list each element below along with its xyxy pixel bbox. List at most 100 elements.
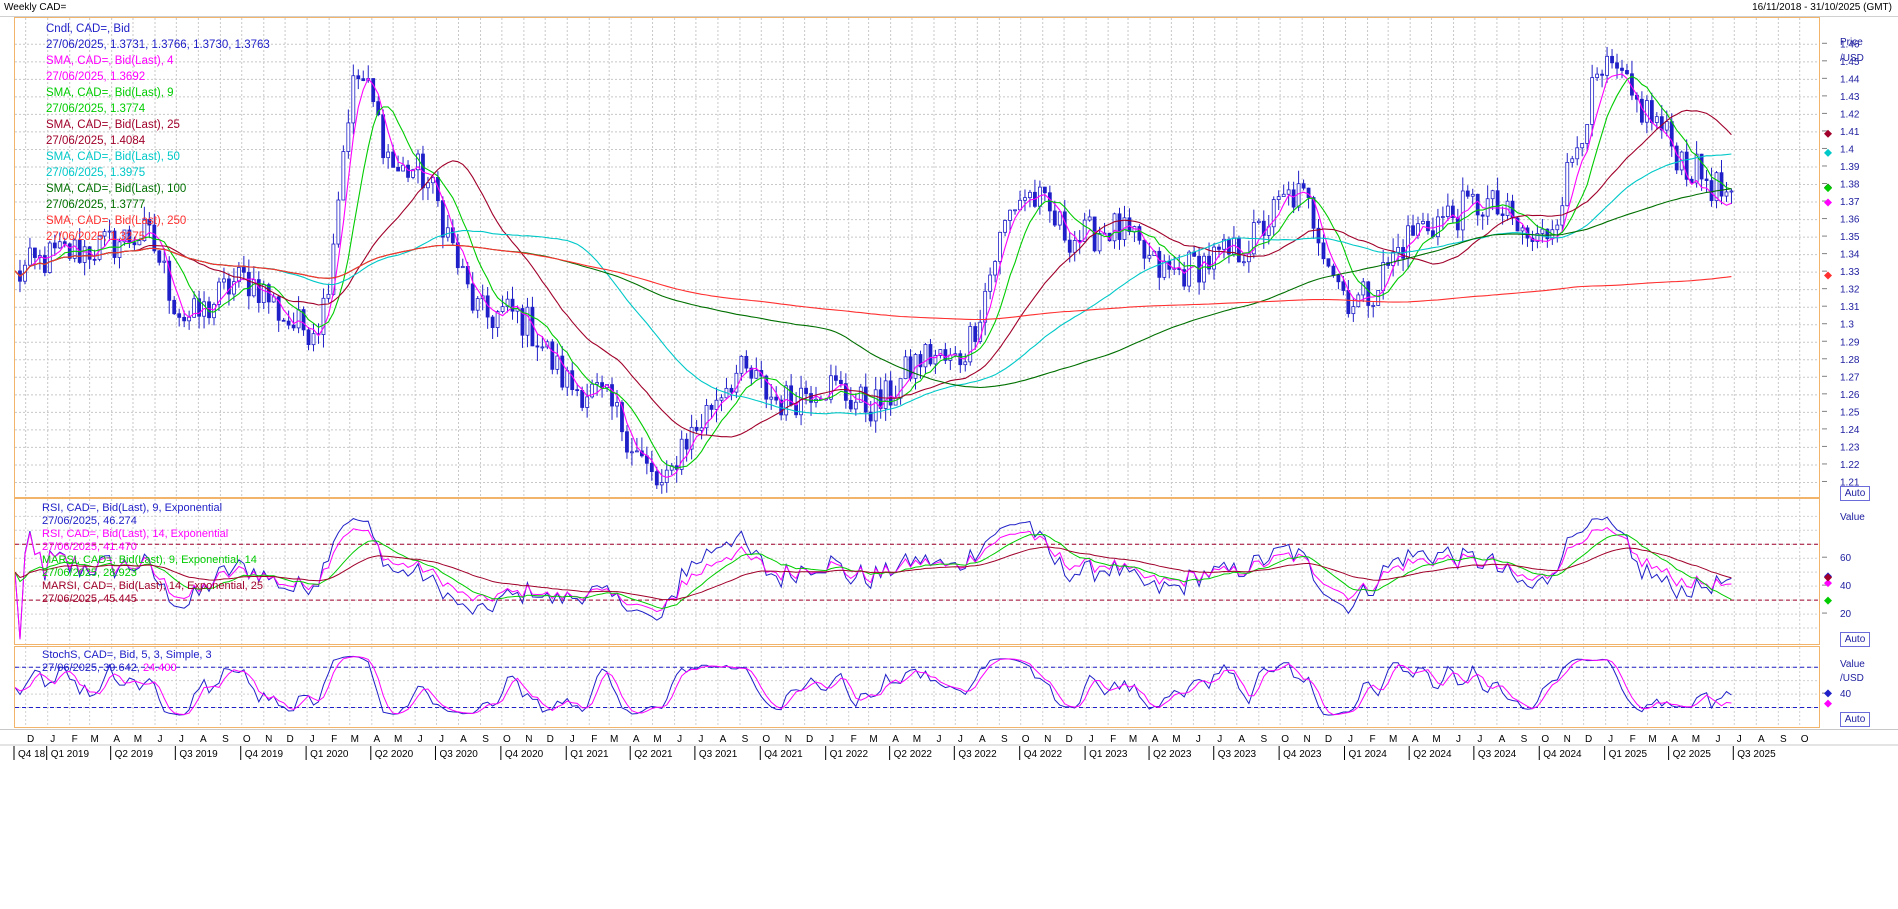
candle-body — [406, 164, 410, 178]
candle-body — [1595, 73, 1600, 79]
candle-body — [495, 311, 500, 329]
candle-body — [829, 375, 833, 400]
candle-body — [525, 306, 530, 336]
price-axis[interactable]: 1.46 1.45 1.44 1.43 1.42 1.41 1.4 1.39 1.38 1.37 1… — [1822, 17, 1898, 498]
rsi-legend-3-line1: MARSI, CAD=, Bid(Last), 14, Exponential,… — [42, 580, 264, 592]
candle-body — [1704, 178, 1709, 181]
rsi-axis[interactable]: 60 40 20 — [1822, 498, 1898, 645]
quarter-label: Q1 2021 — [570, 749, 609, 760]
candle-body — [1460, 190, 1465, 231]
price-tick-label: 1.34 — [1840, 250, 1860, 261]
price-tick-label: 1.45 — [1840, 57, 1860, 68]
legend-sma25-value: 27/06/2025, 1.4084 — [46, 135, 146, 147]
candle-body — [1500, 213, 1505, 216]
candle-body — [734, 372, 739, 393]
candle-body — [445, 227, 450, 238]
candle-body — [1222, 238, 1226, 250]
price-tick-label: 1.41 — [1840, 127, 1860, 138]
candle-body — [595, 382, 599, 385]
candle-body — [993, 261, 998, 276]
candle-body — [1147, 255, 1152, 259]
month-label: N — [265, 734, 272, 745]
month-label: J — [1477, 734, 1482, 745]
candle-body — [1580, 143, 1585, 149]
candle-body — [838, 379, 843, 385]
candle-body — [311, 333, 316, 346]
month-label: A — [720, 734, 727, 745]
quarter-label: Q1 2020 — [310, 749, 349, 760]
price-tick-label: 1.29 — [1840, 337, 1860, 348]
candle-body — [774, 396, 779, 401]
candle-body — [883, 380, 888, 409]
month-label: N — [525, 734, 532, 745]
month-label: A — [979, 734, 986, 745]
price-auto-button[interactable]: Auto — [1840, 486, 1870, 501]
rsi-auto-button[interactable]: Auto — [1840, 632, 1870, 647]
candle-body — [1406, 225, 1410, 259]
candle-body — [236, 267, 241, 283]
candle-body — [1570, 158, 1575, 163]
month-label: M — [1692, 734, 1700, 745]
candle-body — [1620, 67, 1624, 71]
window-title: Weekly CAD= — [4, 2, 67, 13]
price-pane[interactable]: Cndl, CAD=, Bid 27/06/2025, 1.3731, 1.37… — [14, 17, 1820, 498]
month-label: A — [460, 734, 467, 745]
month-label: M — [351, 734, 359, 745]
candle-body — [1291, 189, 1296, 208]
sma-line-4 — [15, 73, 1732, 478]
candle-body — [1411, 225, 1415, 236]
month-label: J — [179, 734, 184, 745]
month-label: J — [677, 734, 682, 745]
candle-body — [898, 378, 903, 399]
legend-sma9-value: 27/06/2025, 1.3774 — [46, 103, 146, 115]
candle-body — [928, 344, 933, 365]
candle-body — [52, 242, 57, 249]
month-label: M — [90, 734, 98, 745]
candle-body — [1381, 262, 1386, 291]
candle-body — [1515, 217, 1520, 232]
candle-body — [1182, 269, 1187, 287]
rsi-legend-2-line2: 27/06/2025, 28.923 — [42, 567, 137, 579]
month-label: F — [1369, 734, 1375, 745]
candle-body — [1699, 153, 1704, 180]
stoch-tick-label: 40 — [1840, 689, 1852, 700]
candle-body — [630, 451, 634, 454]
quarter-label: Q2 2021 — [634, 749, 673, 760]
stoch-pane[interactable]: StochS, CAD=, Bid, 5, 3, Simple, 3 27/06/… — [14, 646, 1820, 728]
candle-body — [162, 260, 167, 263]
quarter-label: Q3 2021 — [699, 749, 738, 760]
candle-body — [923, 344, 928, 368]
candle-body — [1326, 258, 1331, 267]
rsi-marker-2 — [1824, 596, 1832, 605]
candle-body — [1271, 199, 1276, 228]
candle-body — [649, 462, 654, 473]
rsi-pane[interactable]: RSI, CAD=, Bid(Last), 9, Exponential 27/0… — [14, 498, 1820, 645]
candle-body — [620, 402, 624, 433]
stoch-axis[interactable]: 40 — [1822, 646, 1898, 728]
candle-body — [739, 355, 744, 374]
legend-sma250: SMA, CAD=, Bid(Last), 250 — [46, 215, 187, 227]
stoch-legend: StochS, CAD=, Bid, 5, 3, Simple, 3 27/06/… — [42, 649, 212, 675]
rsi-legend-1-line2: 27/06/2025, 41.470 — [42, 541, 137, 553]
month-label: J — [829, 734, 834, 745]
candle-body — [1535, 233, 1540, 242]
rsi-tick-label: 20 — [1840, 609, 1852, 620]
quarter-label: Q1 2022 — [830, 749, 869, 760]
price-marker-3 — [1824, 129, 1832, 138]
stoch-line-1 — [15, 656, 1732, 716]
candle-body — [1003, 220, 1007, 233]
date-range: 16/11/2018 - 31/10/2025 (GMT) — [1752, 2, 1892, 13]
candle-body — [764, 375, 769, 400]
candle-body — [1008, 209, 1012, 221]
quarter-label: Q2 2019 — [115, 749, 154, 760]
price-chart[interactable] — [15, 18, 1820, 498]
stoch-chart[interactable] — [15, 647, 1820, 728]
candle-body — [744, 355, 749, 369]
rsi-chart[interactable] — [15, 499, 1820, 645]
candle-body — [1361, 281, 1366, 296]
month-label: S — [1521, 734, 1528, 745]
candle-body — [689, 426, 694, 450]
stoch-auto-button[interactable]: Auto — [1840, 712, 1870, 727]
candle-body — [142, 218, 147, 242]
